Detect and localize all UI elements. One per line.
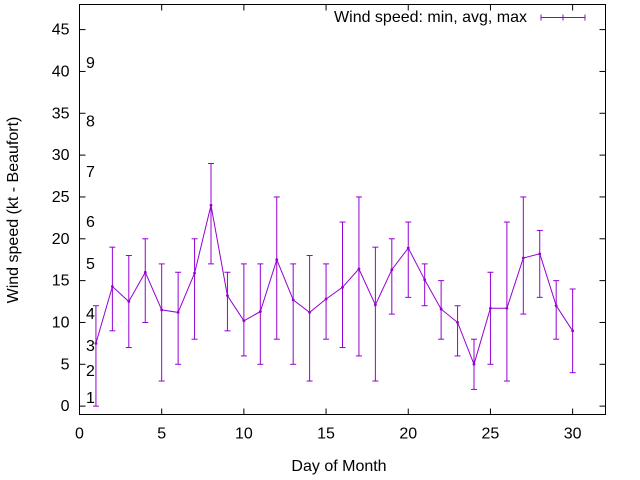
legend-label: Wind speed: min, avg, max <box>334 9 527 26</box>
avg-point <box>94 341 98 345</box>
x-tick-label: 20 <box>399 426 417 443</box>
avg-point <box>160 308 164 312</box>
avg-point <box>209 203 213 207</box>
beaufort-scale-labels: 1 2 3 4 5 6 7 8 9 <box>86 55 95 407</box>
x-tick-label: 10 <box>235 426 253 443</box>
error-bar <box>175 271 182 365</box>
error-bar <box>487 271 494 365</box>
y-tick-label: 5 <box>61 356 70 373</box>
avg-point <box>439 307 443 311</box>
avg-point <box>143 270 147 274</box>
avg-point <box>571 329 575 333</box>
error-bar <box>503 221 510 382</box>
error-bar <box>306 255 313 382</box>
error-bar <box>273 196 280 340</box>
avg-point <box>373 303 377 307</box>
error-bar <box>158 263 165 382</box>
avg-point <box>554 304 558 308</box>
avg-point <box>357 267 361 271</box>
avg-point <box>193 271 196 275</box>
error-bar <box>421 263 428 307</box>
avg-point <box>110 285 114 288</box>
y-tick-label: 45 <box>52 22 70 39</box>
error-bar <box>125 255 132 349</box>
error-bar <box>471 338 477 390</box>
error-bar <box>257 263 264 365</box>
y-tick-label: 15 <box>52 273 70 290</box>
series-layer <box>92 162 576 407</box>
error-bar <box>520 196 527 315</box>
avg-series-line <box>95 205 574 366</box>
avg-point <box>423 278 427 282</box>
avg-point <box>521 256 525 260</box>
avg-point <box>456 321 459 324</box>
error-bar <box>569 288 576 374</box>
legend-sample <box>540 14 586 21</box>
x-axis-label: Day of Month <box>291 458 386 475</box>
error-bar <box>553 280 560 340</box>
x-tick-label: 30 <box>564 426 582 443</box>
avg-point <box>406 246 410 250</box>
beaufort-label: 2 <box>86 363 95 380</box>
avg-point <box>505 306 509 310</box>
error-bar <box>109 246 116 332</box>
error-bar <box>208 162 214 265</box>
error-bar <box>92 305 99 407</box>
error-bar <box>323 263 330 340</box>
error-bar <box>438 280 445 340</box>
avg-point <box>489 306 492 310</box>
error-bar <box>405 221 412 298</box>
avg-point <box>472 362 476 366</box>
y-tick-label: 35 <box>52 105 70 122</box>
x-tick-label: 25 <box>482 426 500 443</box>
x-axis-ticks: 0 5 10 15 20 25 30 <box>75 4 582 443</box>
beaufort-label: 8 <box>86 114 95 131</box>
error-bar <box>388 238 395 315</box>
beaufort-label: 5 <box>86 256 95 273</box>
avg-point <box>258 310 262 313</box>
error-bar <box>290 263 297 365</box>
x-tick-label: 15 <box>317 426 335 443</box>
error-bar <box>224 271 231 332</box>
beaufort-label: 1 <box>86 390 95 407</box>
avg-point <box>226 294 229 298</box>
plot-frame <box>79 4 606 415</box>
beaufort-label: 4 <box>86 306 95 323</box>
y-tick-label: 0 <box>61 398 70 415</box>
error-bar <box>536 229 543 298</box>
error-bar <box>240 263 247 357</box>
error-bar <box>339 221 346 349</box>
y-tick-label: 25 <box>52 189 70 206</box>
avg-point <box>291 298 295 302</box>
avg-point <box>176 311 180 314</box>
avg-point <box>324 297 328 301</box>
beaufort-label: 7 <box>86 164 95 181</box>
legend: Wind speed: min, avg, max <box>334 9 586 26</box>
beaufort-label: 3 <box>86 338 95 355</box>
y-tick-label: 10 <box>52 314 70 331</box>
error-bar <box>372 246 379 382</box>
error-bar <box>355 196 362 357</box>
avg-point <box>538 252 542 256</box>
beaufort-label: 9 <box>86 55 95 72</box>
avg-point <box>275 258 279 262</box>
error-bar <box>191 238 198 340</box>
avg-point <box>242 319 246 323</box>
avg-point <box>308 311 312 314</box>
beaufort-label: 6 <box>86 214 95 231</box>
y-axis-label: Wind speed (kt - Beaufort) <box>5 117 22 304</box>
avg-point <box>341 285 344 289</box>
y-tick-label: 30 <box>52 147 70 164</box>
error-bar <box>454 305 461 357</box>
x-tick-label: 0 <box>75 426 84 443</box>
error-bar <box>142 238 149 323</box>
y-tick-label: 40 <box>52 63 70 80</box>
y-tick-label: 20 <box>52 231 70 248</box>
avg-point <box>390 268 394 272</box>
x-tick-label: 5 <box>157 426 166 443</box>
avg-point <box>127 300 131 303</box>
